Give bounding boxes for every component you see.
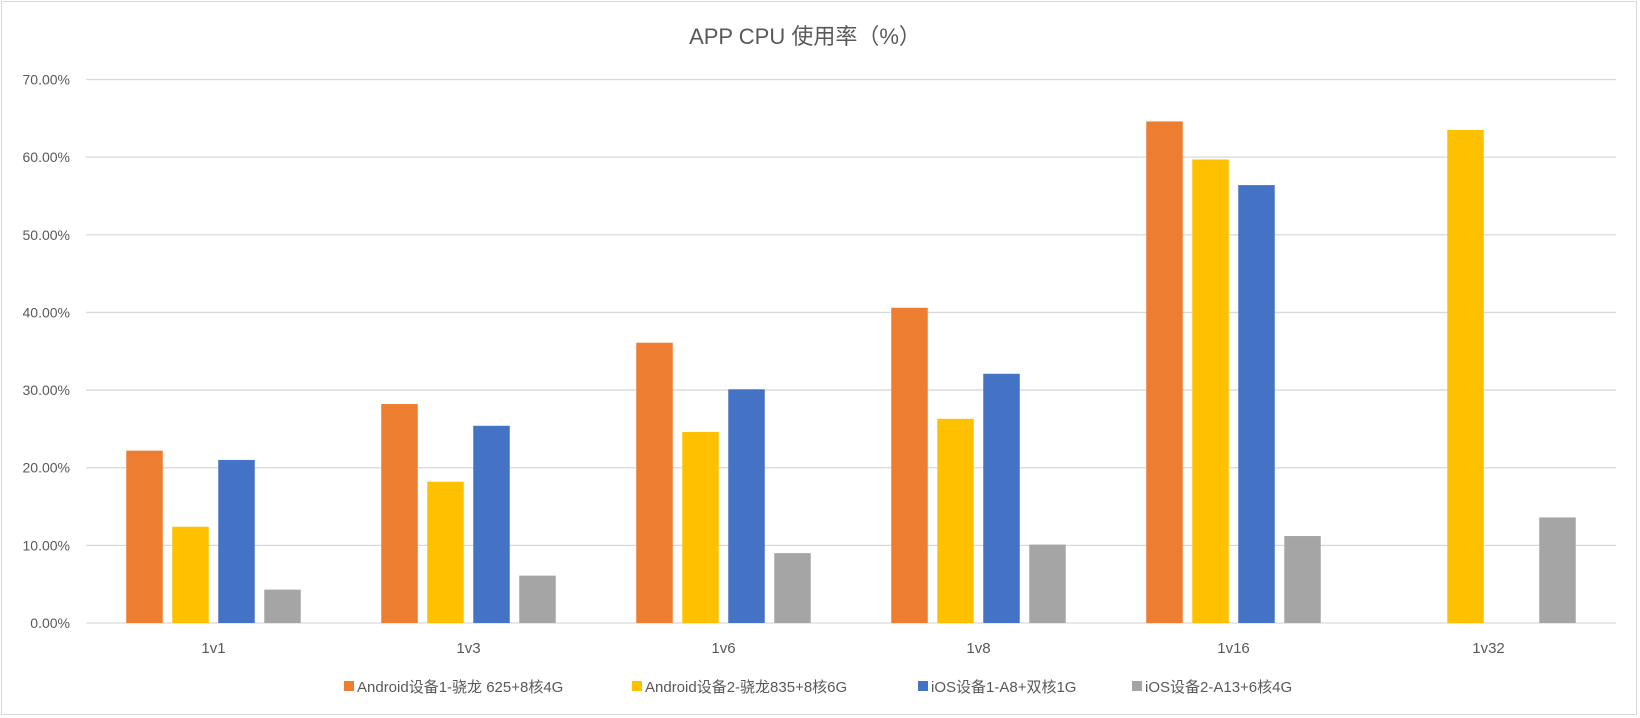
- bar-1v32-series-2: [1447, 129, 1484, 624]
- bar-1v1-series-3: [218, 459, 255, 623]
- bar-1v6-series-4: [774, 553, 811, 623]
- bar-1v32-series-4: [1539, 517, 1576, 623]
- x-tick-label: 1v3: [456, 640, 480, 657]
- y-tick-label: 40.00%: [23, 304, 70, 320]
- y-tick-label: 70.00%: [23, 72, 70, 88]
- y-tick-label: 20.00%: [23, 460, 70, 476]
- bar-1v6-series-2: [682, 431, 719, 623]
- bar-1v8-series-1: [891, 307, 928, 623]
- bar-1v3-series-4: [519, 575, 556, 623]
- legend-label: Android设备2-骁龙835+8核6G: [645, 679, 847, 696]
- x-tick-label: 1v8: [966, 640, 990, 657]
- bar-1v16-series-3: [1238, 185, 1275, 623]
- bar-1v3-series-3: [473, 425, 510, 623]
- legend-swatch: [918, 681, 928, 691]
- bar-1v8-series-4: [1029, 544, 1066, 623]
- bar-1v6-series-3: [728, 389, 765, 623]
- bar-1v16-series-2: [1192, 159, 1229, 623]
- bar-1v3-series-1: [381, 404, 418, 623]
- y-tick-label: 10.00%: [23, 537, 70, 553]
- legend-label: Android设备1-骁龙 625+8核4G: [357, 679, 563, 696]
- bars: [126, 121, 1576, 624]
- chart-title: APP CPU 使用率（%）: [689, 24, 921, 49]
- y-axis-ticks: 0.00% 10.00% 20.00% 30.00% 40.00% 50.00% 60.00…: [23, 72, 70, 632]
- x-tick-label: 1v1: [201, 640, 225, 657]
- y-tick-label: 50.00%: [23, 227, 70, 243]
- legend: Android设备1-骁龙 625+8核4G Android设备2-骁龙835+8…: [344, 679, 1292, 696]
- x-axis-ticks: 1v1 1v3 1v6 1v8 1v16 1v32: [201, 640, 1504, 657]
- bar-1v1-series-2: [172, 526, 209, 623]
- legend-swatch: [344, 681, 354, 691]
- legend-label: iOS设备1-A8+双核1G: [931, 679, 1076, 696]
- legend-swatch: [632, 681, 642, 691]
- bar-1v8-series-2: [937, 418, 974, 623]
- gridlines: [86, 78, 1616, 624]
- bar-1v1-series-1: [126, 450, 163, 623]
- y-tick-label: 0.00%: [30, 615, 70, 631]
- bar-1v8-series-3: [983, 373, 1020, 623]
- legend-swatch: [1132, 681, 1142, 691]
- legend-label: iOS设备2-A13+6核4G: [1145, 679, 1292, 696]
- bar-1v3-series-2: [427, 481, 464, 623]
- bar-1v6-series-1: [636, 342, 673, 623]
- bar-1v1-series-4: [264, 589, 301, 623]
- bar-1v16-series-4: [1284, 536, 1321, 623]
- y-tick-label: 30.00%: [23, 382, 70, 398]
- y-tick-label: 60.00%: [23, 149, 70, 165]
- x-tick-label: 1v6: [711, 640, 735, 657]
- x-tick-label: 1v32: [1472, 640, 1505, 657]
- x-tick-label: 1v16: [1217, 640, 1250, 657]
- bar-1v16-series-1: [1146, 121, 1183, 624]
